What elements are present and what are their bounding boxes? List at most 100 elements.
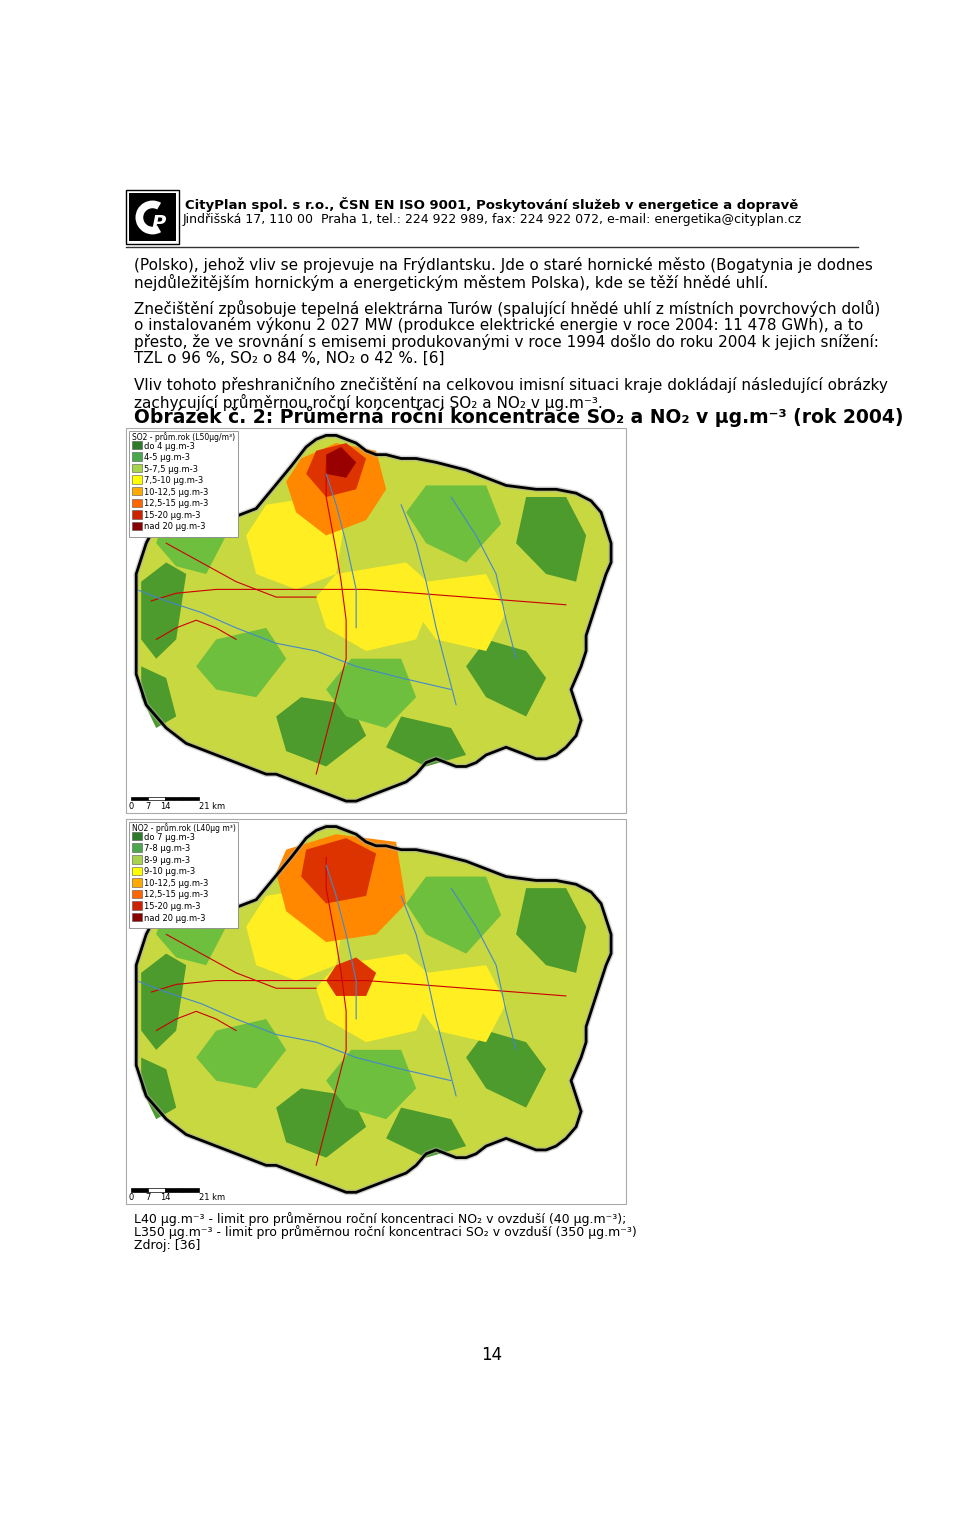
Text: nejdůležitějším hornickým a energetickým městem Polska), kde se těží hnědé uhlí.: nejdůležitějším hornickým a energetickým… bbox=[134, 274, 768, 291]
Bar bbox=[132, 901, 142, 910]
Text: 14: 14 bbox=[159, 1193, 170, 1203]
Polygon shape bbox=[136, 826, 612, 1192]
Polygon shape bbox=[326, 447, 356, 477]
Bar bbox=[165, 797, 182, 800]
Text: Vliv tohoto přeshraničního znečištění na celkovou imisní situaci kraje dokládají: Vliv tohoto přeshraničního znečištění na… bbox=[134, 376, 888, 393]
Bar bbox=[131, 1187, 148, 1192]
Polygon shape bbox=[156, 505, 227, 574]
Text: 21 km: 21 km bbox=[199, 1193, 226, 1203]
Polygon shape bbox=[386, 716, 467, 767]
Text: 21 km: 21 km bbox=[199, 802, 226, 811]
Text: SO2 - prům.rok (L50μg/m³): SO2 - prům.rok (L50μg/m³) bbox=[132, 433, 235, 442]
Bar bbox=[148, 797, 165, 800]
Bar bbox=[132, 878, 142, 886]
Bar bbox=[132, 464, 142, 473]
Bar bbox=[131, 797, 148, 800]
Text: 0: 0 bbox=[129, 1193, 133, 1203]
Bar bbox=[132, 832, 142, 840]
Polygon shape bbox=[316, 563, 436, 650]
Polygon shape bbox=[301, 838, 376, 904]
Polygon shape bbox=[136, 436, 612, 802]
Polygon shape bbox=[141, 563, 186, 659]
Text: do 7 μg.m-3: do 7 μg.m-3 bbox=[144, 832, 195, 842]
Bar bbox=[132, 855, 142, 863]
Bar bbox=[132, 441, 142, 450]
Text: 15-20 μg.m-3: 15-20 μg.m-3 bbox=[144, 511, 201, 520]
Text: 9-10 μg.m-3: 9-10 μg.m-3 bbox=[144, 868, 195, 877]
Text: 14: 14 bbox=[481, 1346, 503, 1365]
Polygon shape bbox=[406, 485, 501, 563]
Polygon shape bbox=[516, 497, 587, 581]
Polygon shape bbox=[306, 444, 366, 497]
Bar bbox=[165, 1187, 182, 1192]
Text: 15-20 μg.m-3: 15-20 μg.m-3 bbox=[144, 903, 201, 910]
Polygon shape bbox=[276, 1088, 366, 1158]
Polygon shape bbox=[326, 958, 376, 996]
Bar bbox=[148, 1187, 165, 1192]
Bar bbox=[130, 822, 238, 929]
Text: P: P bbox=[152, 214, 166, 233]
Text: 10-12,5 μg.m-3: 10-12,5 μg.m-3 bbox=[144, 878, 208, 887]
Bar bbox=[132, 843, 142, 852]
Text: 8-9 μg.m-3: 8-9 μg.m-3 bbox=[144, 855, 190, 864]
Polygon shape bbox=[326, 1050, 416, 1118]
Text: nad 20 μg.m-3: nad 20 μg.m-3 bbox=[144, 913, 205, 923]
Bar bbox=[126, 428, 626, 812]
Bar bbox=[130, 193, 176, 240]
Polygon shape bbox=[516, 887, 587, 973]
Polygon shape bbox=[467, 1031, 546, 1108]
Bar bbox=[132, 913, 142, 921]
Polygon shape bbox=[286, 444, 386, 536]
Text: 4-5 μg.m-3: 4-5 μg.m-3 bbox=[144, 453, 190, 462]
Text: zachycující průměrnou roční koncentraci SO₂ a NO₂ v μg.m⁻³.: zachycující průměrnou roční koncentraci … bbox=[134, 393, 603, 412]
Polygon shape bbox=[141, 667, 177, 728]
Polygon shape bbox=[276, 834, 406, 942]
Text: 0: 0 bbox=[129, 802, 133, 811]
Polygon shape bbox=[246, 887, 347, 981]
Polygon shape bbox=[316, 953, 436, 1042]
Polygon shape bbox=[246, 497, 347, 589]
Bar bbox=[132, 453, 142, 461]
Bar bbox=[126, 190, 179, 243]
Polygon shape bbox=[386, 1108, 467, 1158]
Text: 14: 14 bbox=[159, 802, 170, 811]
Wedge shape bbox=[135, 200, 161, 234]
Text: 12,5-15 μg.m-3: 12,5-15 μg.m-3 bbox=[144, 499, 208, 508]
Text: přesto, že ve srovnání s emisemi produkovanými v roce 1994 došlo do roku 2004 k : přesto, že ve srovnání s emisemi produko… bbox=[134, 334, 878, 350]
Text: L40 μg.m⁻³ - limit pro průměrnou roční koncentraci NO₂ v ovzduší (40 μg.m⁻³);: L40 μg.m⁻³ - limit pro průměrnou roční k… bbox=[134, 1212, 626, 1226]
Text: do 4 μg.m-3: do 4 μg.m-3 bbox=[144, 442, 195, 450]
Text: 10-12,5 μg.m-3: 10-12,5 μg.m-3 bbox=[144, 488, 208, 497]
Bar bbox=[132, 866, 142, 875]
Bar bbox=[132, 509, 142, 519]
Polygon shape bbox=[196, 1019, 286, 1088]
Bar bbox=[182, 1187, 199, 1192]
Polygon shape bbox=[141, 953, 186, 1050]
Bar bbox=[126, 819, 626, 1204]
Polygon shape bbox=[196, 627, 286, 698]
Text: Jindřišská 17, 110 00  Praha 1, tel.: 224 922 989, fax: 224 922 072, e-mail: ene: Jindřišská 17, 110 00 Praha 1, tel.: 224… bbox=[182, 213, 802, 226]
Text: 7: 7 bbox=[145, 802, 151, 811]
Text: 12,5-15 μg.m-3: 12,5-15 μg.m-3 bbox=[144, 890, 208, 900]
Polygon shape bbox=[406, 877, 501, 953]
Bar bbox=[132, 476, 142, 483]
Text: 7: 7 bbox=[145, 1193, 151, 1203]
Text: L350 μg.m⁻³ - limit pro průměrnou roční koncentraci SO₂ v ovzduší (350 μg.m⁻³): L350 μg.m⁻³ - limit pro průměrnou roční … bbox=[134, 1226, 636, 1239]
Polygon shape bbox=[416, 574, 506, 650]
Polygon shape bbox=[416, 965, 506, 1042]
Bar bbox=[132, 522, 142, 529]
Text: o instalovaném výkonu 2 027 MW (produkce elektrické energie v roce 2004: 11 478 : o instalovaném výkonu 2 027 MW (produkce… bbox=[134, 317, 863, 334]
Text: 7,5-10 μg.m-3: 7,5-10 μg.m-3 bbox=[144, 476, 204, 485]
Text: Znečištění způsobuje tepelná elektrárna Turów (spalující hnědé uhlí z místních p: Znečištění způsobuje tepelná elektrárna … bbox=[134, 300, 880, 317]
Polygon shape bbox=[326, 659, 416, 728]
Text: Zdroj: [36]: Zdroj: [36] bbox=[134, 1239, 201, 1252]
Polygon shape bbox=[467, 640, 546, 716]
Bar bbox=[132, 499, 142, 506]
Text: TZL o 96 %, SO₂ o 84 %, NO₂ o 42 %. [6]: TZL o 96 %, SO₂ o 84 %, NO₂ o 42 %. [6] bbox=[134, 350, 444, 366]
Bar bbox=[132, 889, 142, 898]
Text: 7-8 μg.m-3: 7-8 μg.m-3 bbox=[144, 845, 190, 854]
Text: (Polsko), jehož vliv se projevuje na Frýdlantsku. Jde o staré hornické město (Bo: (Polsko), jehož vliv se projevuje na Frý… bbox=[134, 257, 873, 272]
Polygon shape bbox=[276, 698, 366, 767]
Bar bbox=[182, 797, 199, 800]
Text: Obrázek č. 2: Průměrná roční koncentrace SO₂ a NO₂ v μg.m⁻³ (rok 2004): Obrázek č. 2: Průměrná roční koncentrace… bbox=[134, 405, 903, 427]
Polygon shape bbox=[156, 897, 227, 965]
